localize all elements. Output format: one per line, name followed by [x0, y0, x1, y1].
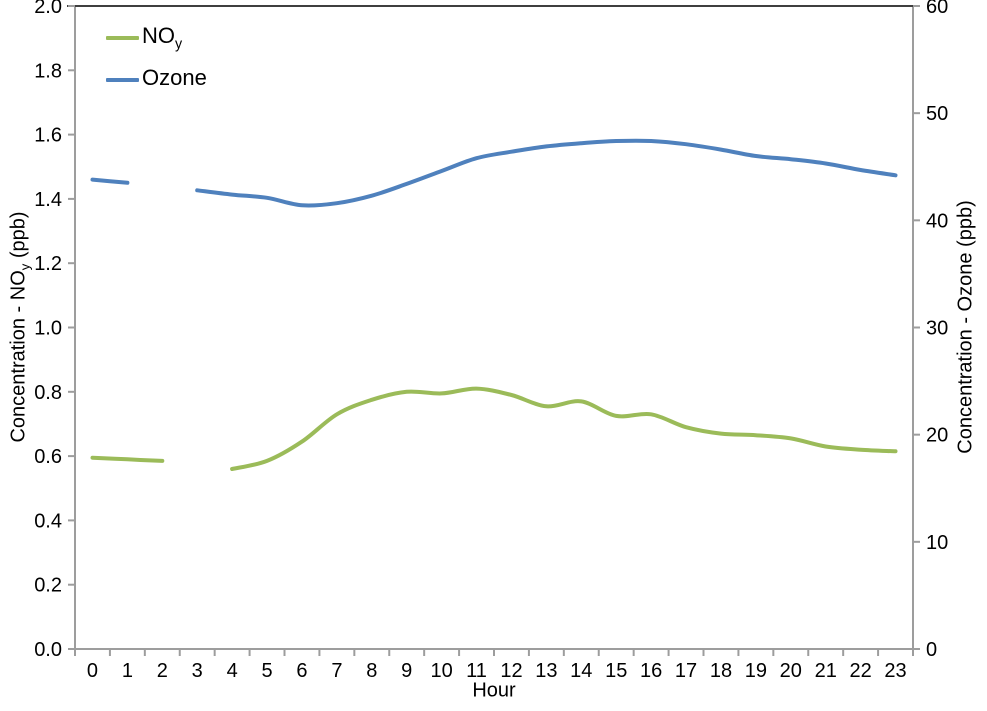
- right-axis-title: Concentration - Ozone (ppb): [954, 200, 977, 454]
- left-axis-tick-label: 0.6: [34, 446, 62, 468]
- x-axis-tick-label: 16: [640, 660, 662, 682]
- x-axis-tick-label: 6: [296, 660, 307, 682]
- left-axis-title: Concentration - NOy (ppb): [7, 211, 33, 443]
- left-axis-tick-label: 0.4: [34, 510, 62, 532]
- x-axis-tick-label: 21: [815, 660, 837, 682]
- noy-line-swatch: [106, 36, 139, 40]
- ozone-series-line: [195, 138, 898, 208]
- x-axis-tick-label: 18: [710, 660, 732, 682]
- x-axis-tick-label: 17: [675, 660, 697, 682]
- x-axis-tick-label: 19: [745, 660, 767, 682]
- x-axis-tick-label: 14: [570, 660, 592, 682]
- x-axis-tick-label: 8: [366, 660, 377, 682]
- x-axis-tick-label: 22: [850, 660, 872, 682]
- x-axis-tick-label: 11: [466, 660, 487, 682]
- left-axis-tick-label: 0.2: [34, 575, 62, 597]
- x-axis-tick-label: 12: [500, 660, 522, 682]
- x-axis-tick-label: 23: [884, 660, 906, 682]
- left-axis-tick-label: 0.8: [34, 382, 62, 404]
- x-axis-tick-label: 15: [605, 660, 627, 682]
- x-axis-tick-label: 5: [261, 660, 272, 682]
- left-axis-tick-label: 1.8: [34, 60, 62, 82]
- right-axis-tick-label: 40: [926, 210, 948, 232]
- left-axis-tick-label: 1.2: [34, 253, 62, 275]
- x-axis-tick-label: 9: [401, 660, 412, 682]
- right-axis-tick-label: 60: [926, 0, 948, 18]
- legend-entry-ozone: Ozone: [106, 64, 207, 92]
- legend-label-ozone: Ozone: [142, 64, 207, 90]
- legend-label-noy: NOy: [142, 22, 183, 53]
- x-axis-tick-label: 1: [122, 660, 133, 682]
- noy-series-line: [90, 455, 165, 463]
- x-axis-tick-label: 2: [157, 660, 168, 682]
- x-axis-tick-label: 13: [535, 660, 557, 682]
- x-axis-tick-label: 20: [780, 660, 802, 682]
- x-axis-tick-label: 10: [431, 660, 453, 682]
- left-axis-tick-label: 2.0: [34, 0, 62, 18]
- x-axis-tick-label: 4: [227, 660, 238, 682]
- legend-entry-noy: NOy: [106, 22, 207, 53]
- ozone-series-line: [90, 177, 130, 185]
- right-axis-tick-label: 10: [926, 532, 948, 554]
- left-axis-tick-label: 1.6: [34, 125, 62, 147]
- left-axis-tick-label: 1.0: [34, 318, 62, 340]
- x-axis-tick-label: 3: [192, 660, 203, 682]
- ozone-line-swatch: [106, 78, 139, 82]
- left-axis-tick-label: 1.4: [34, 189, 62, 211]
- right-axis-tick-label: 50: [926, 103, 948, 125]
- noy-series-line: [230, 386, 898, 471]
- x-axis-title: Hour: [472, 679, 516, 702]
- right-axis-tick-label: 0: [926, 639, 937, 661]
- left-axis-tick-label: 0.0: [34, 639, 62, 661]
- right-axis-tick-label: 20: [926, 425, 948, 447]
- right-axis-tick-label: 30: [926, 318, 948, 340]
- x-axis-tick-label: 0: [87, 660, 98, 682]
- x-axis-tick-label: 7: [331, 660, 342, 682]
- legend: NOy Ozone: [106, 22, 207, 92]
